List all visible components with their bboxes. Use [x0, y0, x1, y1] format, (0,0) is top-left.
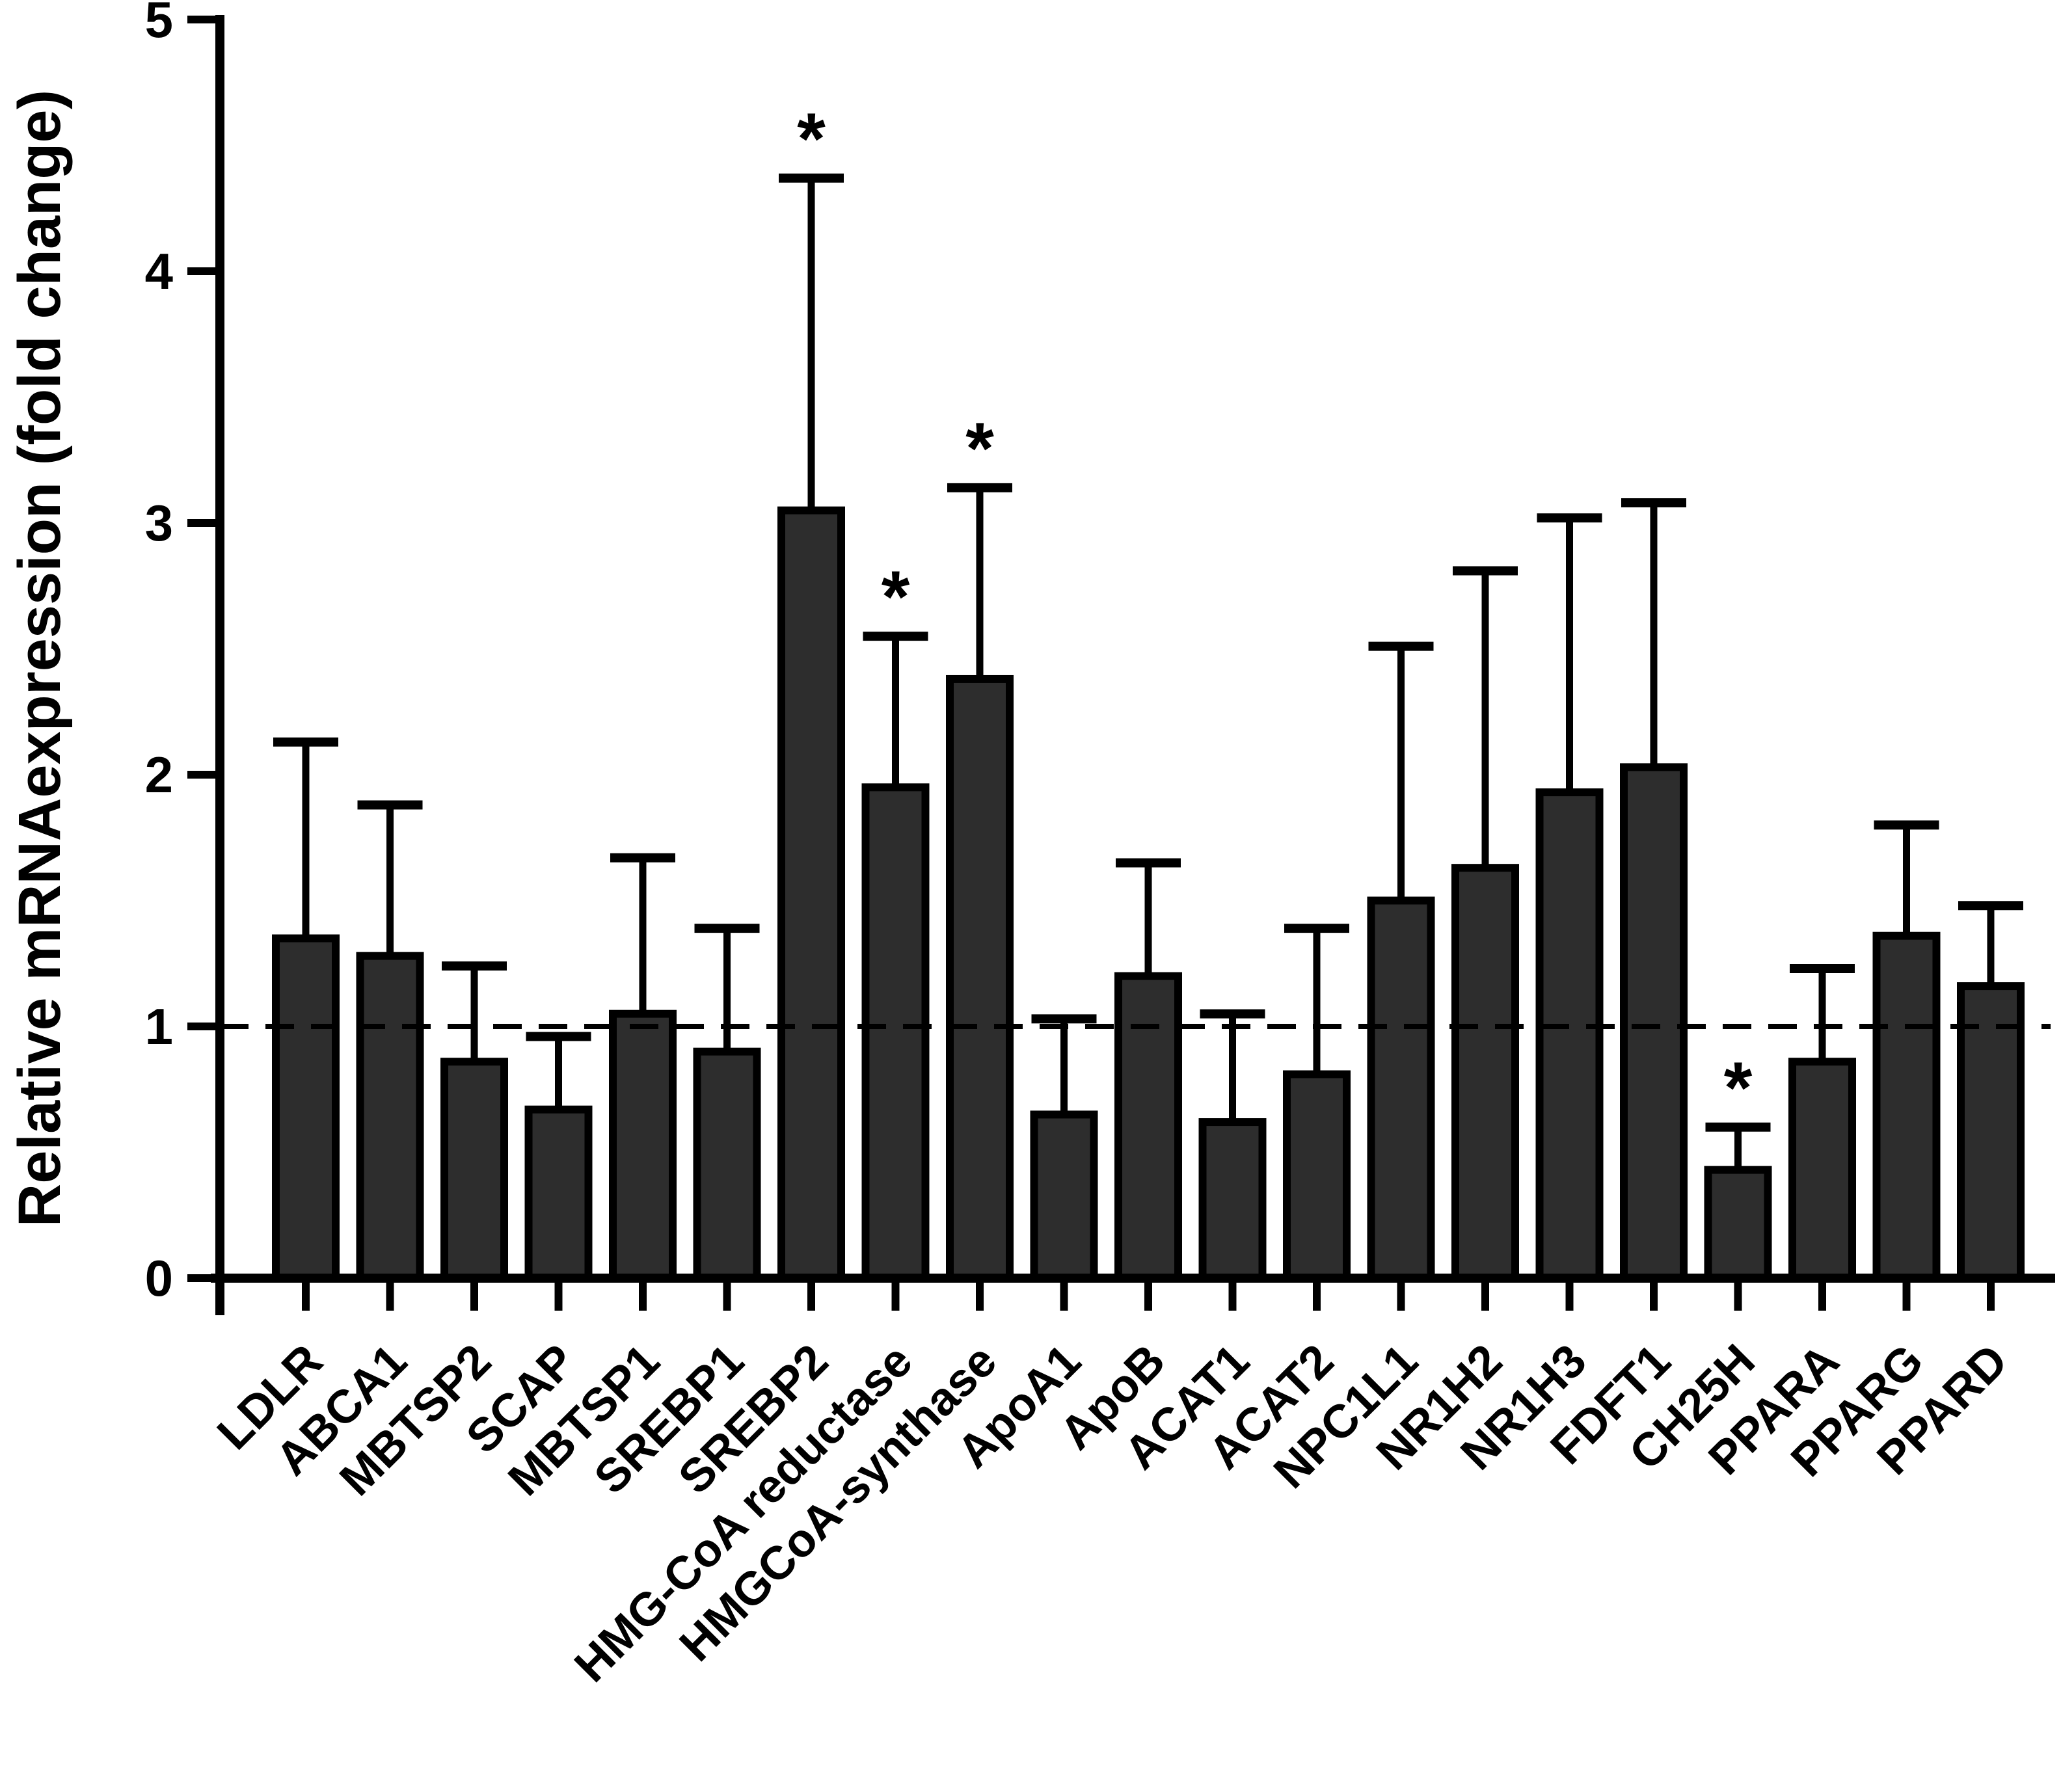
error-bars-layer: * * * * — [273, 98, 2023, 1168]
bar-NR1H3 — [1535, 788, 1604, 1282]
bar-SREBP2 — [777, 506, 845, 1282]
y-tick-label-3: 3 — [145, 494, 173, 552]
bar-CH25H — [1704, 1166, 1772, 1282]
y-tick-label-4: 4 — [145, 243, 173, 300]
bar-ApoA1 — [1030, 1110, 1098, 1282]
bar-ABCA1 — [356, 952, 424, 1282]
bar-HMGCoA-synthase — [946, 675, 1014, 1282]
bar-NR1H2 — [1451, 864, 1519, 1282]
bar-NPC1L1 — [1367, 896, 1435, 1282]
bar-MBTSP1 — [609, 1010, 677, 1283]
axes-layer — [187, 15, 2055, 1315]
bar-PPARG — [1872, 931, 1941, 1283]
y-tick-label-5: 5 — [145, 0, 173, 48]
significance-asterisk-HMG-CoA reductase: * — [882, 556, 910, 637]
bar-FDFT1 — [1620, 763, 1688, 1282]
y-tick-label-2: 2 — [145, 746, 173, 803]
bar-LDLR — [272, 934, 340, 1283]
bar-ApoB — [1114, 972, 1182, 1282]
bar-PPARA — [1788, 1058, 1856, 1283]
bar-SREBP1 — [693, 1047, 761, 1282]
bar-ACAT2 — [1283, 1070, 1351, 1283]
bar-MBTSP2 — [440, 1058, 508, 1283]
y-tick-label-1: 1 — [145, 998, 173, 1055]
significance-asterisk-SREBP2: * — [797, 98, 826, 180]
bar-ACAT1 — [1198, 1118, 1267, 1283]
y-axis-title: Relative mRNAexpression (fold change) — [7, 90, 73, 1227]
significance-asterisk-HMGCoA-synthase: * — [965, 408, 994, 489]
labels-layer: LDLRABCA1MBTSP2SCAPMBTSP1SREBP1SREBP2HMG… — [145, 0, 2018, 1692]
y-tick-label-0: 0 — [145, 1250, 173, 1307]
bar-SCAP — [524, 1105, 593, 1282]
bar-PPARD — [1957, 982, 2025, 1282]
significance-asterisk-CH25H: * — [1724, 1047, 1753, 1129]
bar-HMG-CoA reductase — [861, 783, 930, 1282]
